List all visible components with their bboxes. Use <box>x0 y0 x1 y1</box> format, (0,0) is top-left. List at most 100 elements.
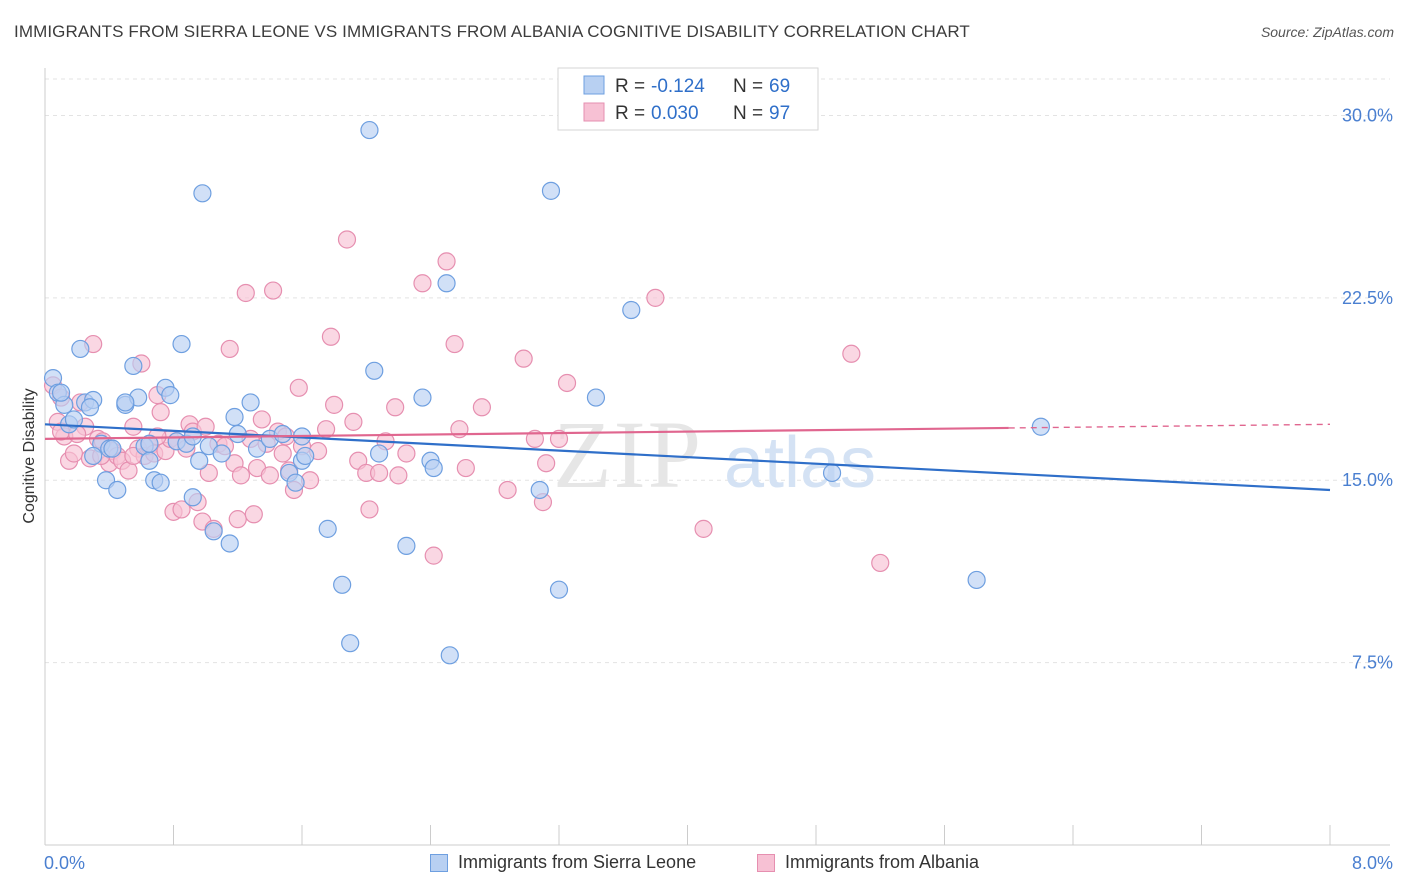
data-point-sierra-leone <box>530 480 549 500</box>
data-point-albania <box>64 444 84 463</box>
data-point-albania <box>151 403 170 422</box>
legend-n-label-1: N = <box>733 76 763 97</box>
y-tick-label: 30.0% <box>1342 105 1393 125</box>
data-point-sierra-leone <box>296 446 315 466</box>
data-point-sierra-leone <box>360 120 379 140</box>
x-tick-label-min: 0.0% <box>44 853 85 873</box>
data-point-sierra-leone <box>370 444 389 463</box>
data-point-albania <box>386 398 405 417</box>
data-point-sierra-leone <box>247 439 267 458</box>
data-point-sierra-leone <box>1031 417 1050 436</box>
grid-lines <box>45 78 1390 664</box>
legend-r-value-1: -0.124 <box>651 76 705 97</box>
data-point-albania <box>337 230 357 249</box>
data-point-albania <box>525 429 545 448</box>
data-point-albania <box>437 252 456 271</box>
axes <box>44 68 1390 846</box>
legend-r-label-1: R = <box>615 76 645 97</box>
trend-line-albania <box>44 426 1009 440</box>
data-point-albania <box>646 288 665 307</box>
y-tick-label: 22.5% <box>1342 288 1393 308</box>
data-point-sierra-leone <box>586 388 606 407</box>
chart-title: IMMIGRANTS FROM SIERRA LEONE VS IMMIGRAN… <box>14 22 970 41</box>
data-point-sierra-leone <box>140 434 159 453</box>
data-point-albania <box>321 327 341 346</box>
data-point-albania <box>231 466 251 485</box>
data-point-albania <box>472 398 491 417</box>
stats-legend: R = -0.124 N = 69 R = 0.030 N = 97 <box>557 67 819 131</box>
data-point-albania <box>260 466 279 485</box>
data-point-sierra-leone <box>161 386 180 405</box>
bottom-legend: Immigrants from Sierra Leone Immigrants … <box>0 852 1406 876</box>
y-tick-label: 7.5% <box>1352 653 1393 673</box>
data-point-sierra-leone <box>440 646 459 665</box>
data-point-sierra-leone <box>108 480 127 500</box>
trend-line-sierra-leone <box>44 423 1331 492</box>
data-point-sierra-leone <box>225 407 244 427</box>
legend-swatch-sierra-leone <box>430 853 448 872</box>
legend-r-value-2: 0.030 <box>651 103 699 124</box>
data-point-sierra-leone <box>51 383 71 402</box>
data-point-sierra-leone <box>193 184 212 203</box>
data-point-albania <box>389 466 408 485</box>
data-point-sierra-leone <box>413 388 432 407</box>
tick-labels: 7.5% 15.0% 22.5% 30.0% 0.0% 8.0% <box>44 105 1393 873</box>
data-point-sierra-leone <box>822 463 842 483</box>
data-point-albania <box>370 463 389 483</box>
data-point-sierra-leone <box>549 580 569 599</box>
data-point-sierra-leone <box>341 634 360 653</box>
data-point-albania <box>871 553 890 573</box>
data-point-albania <box>263 281 283 300</box>
data-point-sierra-leone <box>71 339 90 359</box>
data-point-albania <box>244 505 263 524</box>
source-label: Source: ZipAtlas.com <box>1260 24 1394 40</box>
data-point-sierra-leone <box>365 361 384 380</box>
legend-swatch-albania <box>757 853 775 872</box>
data-point-albania <box>413 274 432 293</box>
legend-swatch-pink <box>583 102 605 122</box>
data-point-albania <box>514 349 533 368</box>
data-point-sierra-leone <box>397 536 416 555</box>
data-point-sierra-leone <box>241 393 260 412</box>
data-point-sierra-leone <box>172 334 191 354</box>
data-point-albania <box>124 417 143 436</box>
trend-line-albania-extension <box>1008 423 1331 429</box>
data-point-sierra-leone <box>622 300 641 320</box>
data-point-albania <box>344 412 363 431</box>
data-point-sierra-leone <box>190 451 209 470</box>
series-sierra-leone-points <box>43 120 1050 665</box>
data-point-albania <box>397 444 416 463</box>
data-point-albania <box>549 429 569 448</box>
y-axis-label: Cognitive Disability <box>21 388 38 523</box>
data-point-sierra-leone <box>124 356 143 376</box>
data-point-sierra-leone <box>204 522 223 541</box>
data-point-albania <box>172 500 191 519</box>
data-point-sierra-leone <box>80 398 100 417</box>
trend-lines <box>44 423 1331 492</box>
data-point-sierra-leone <box>151 473 170 492</box>
data-point-albania <box>196 417 215 436</box>
data-point-albania <box>842 344 861 363</box>
data-point-sierra-leone <box>116 393 135 412</box>
data-point-albania <box>424 546 443 565</box>
data-point-albania <box>199 463 218 483</box>
legend-item-albania: Immigrants from Albania <box>757 852 979 873</box>
data-point-albania <box>220 339 239 359</box>
data-point-sierra-leone <box>103 439 122 458</box>
data-point-albania <box>325 395 344 414</box>
data-point-sierra-leone <box>333 575 352 594</box>
legend-label-sierra-leone: Immigrants from Sierra Leone <box>458 852 697 872</box>
data-point-sierra-leone <box>84 446 103 466</box>
data-point-albania <box>537 454 556 473</box>
data-point-sierra-leone <box>286 473 305 492</box>
data-point-albania <box>289 378 308 397</box>
data-point-sierra-leone <box>424 458 443 478</box>
data-point-albania <box>273 444 292 463</box>
legend-r-label-2: R = <box>615 103 645 124</box>
data-point-albania <box>252 410 271 429</box>
legend-label-albania: Immigrants from Albania <box>785 852 980 872</box>
data-point-sierra-leone <box>437 274 456 293</box>
data-point-albania <box>456 458 475 478</box>
data-point-sierra-leone <box>541 181 561 200</box>
